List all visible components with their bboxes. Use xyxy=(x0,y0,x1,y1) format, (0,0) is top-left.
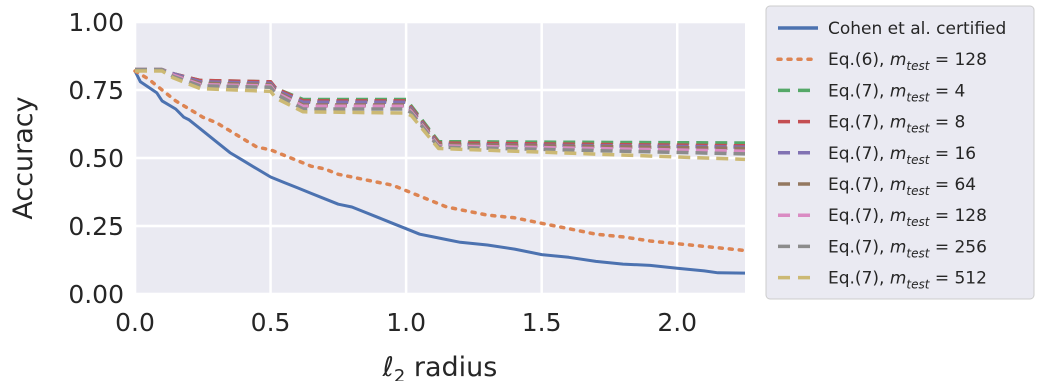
legend-label-var: m xyxy=(890,237,907,257)
series-line-0 xyxy=(133,70,746,275)
legend-label-prefix: Eq.(7), xyxy=(828,206,890,226)
legend-label-7: Eq.(7), mtest = 256 xyxy=(828,237,987,260)
legend-label-0: Cohen et al. certified xyxy=(828,19,1006,39)
legend-box xyxy=(765,5,1035,300)
tick-labels: 0.0 0.5 1.0 1.5 2.0 0.00 0.25 0.50 0.75 1.00 xyxy=(68,8,697,337)
legend-label-prefix: Eq.(7), xyxy=(828,81,890,101)
legend-label-value: = 16 xyxy=(929,144,976,164)
legend-label-var: m xyxy=(890,206,907,226)
legend-label-var: m xyxy=(890,113,907,133)
legend-label-var: m xyxy=(890,144,907,164)
legend-label-value: = 64 xyxy=(929,175,976,195)
x-tick-label: 1.0 xyxy=(386,308,426,337)
legend-label-3: Eq.(7), mtest = 8 xyxy=(828,113,965,136)
legend-label-prefix: Eq.(7), xyxy=(828,144,890,164)
legend-label-sub: test xyxy=(906,90,930,104)
x-tick-label: 2.0 xyxy=(657,308,697,337)
legend-label-8: Eq.(7), mtest = 512 xyxy=(828,269,987,292)
legend-label-prefix: Eq.(7), xyxy=(828,237,890,257)
legend-label-sub: test xyxy=(906,59,930,73)
legend-label-var: m xyxy=(890,175,907,195)
legend-label-value: = 8 xyxy=(929,113,965,133)
x-tick-label: 1.5 xyxy=(522,308,562,337)
legend-label-var: m xyxy=(890,269,907,289)
x-tick-label: 0.5 xyxy=(251,308,291,337)
legend-label-sub: test xyxy=(906,122,930,136)
legend-label-sub: test xyxy=(906,215,930,229)
legend-label-value: = 512 xyxy=(929,269,987,289)
y-tick-label: 0.75 xyxy=(68,76,124,105)
legend-label-sub: test xyxy=(906,246,930,260)
legend-label-prefix: Eq.(7), xyxy=(828,113,890,133)
y-tick-label: 0.00 xyxy=(68,280,124,309)
series-line-1 xyxy=(133,69,747,253)
y-tick-label: 1.00 xyxy=(68,8,124,37)
legend-label-var: m xyxy=(890,50,907,70)
legend-label-value: = 4 xyxy=(929,81,965,101)
y-axis-label: Accuracy xyxy=(8,96,39,219)
x-tick-label: 0.0 xyxy=(115,308,155,337)
legend-label-prefix: Eq.(7), xyxy=(828,175,890,195)
legend-label-6: Eq.(7), mtest = 128 xyxy=(828,206,987,229)
series-lines xyxy=(133,67,747,275)
legend-label-sub: test xyxy=(906,184,930,198)
x-axis-label: ℓ2 radius xyxy=(382,352,498,381)
legend-label-5: Eq.(7), mtest = 64 xyxy=(828,175,976,198)
y-tick-label: 0.25 xyxy=(68,212,124,241)
y-tick-label: 0.50 xyxy=(68,144,124,173)
legend-label-var: m xyxy=(890,81,907,101)
legend-label-prefix: Cohen et al. certified xyxy=(828,19,1006,39)
legend-label-sub: test xyxy=(906,278,930,292)
legend-label-sub: test xyxy=(906,153,930,167)
legend-label-2: Eq.(7), mtest = 4 xyxy=(828,81,965,104)
legend-label-1: Eq.(6), mtest = 128 xyxy=(828,50,987,73)
legend-label-prefix: Eq.(7), xyxy=(828,269,890,289)
legend-label-4: Eq.(7), mtest = 16 xyxy=(828,144,976,167)
legend-label-value: = 128 xyxy=(929,50,987,70)
legend-label-value: = 256 xyxy=(929,237,987,257)
legend-label-value: = 128 xyxy=(929,206,987,226)
legend-label-prefix: Eq.(6), xyxy=(828,50,890,70)
